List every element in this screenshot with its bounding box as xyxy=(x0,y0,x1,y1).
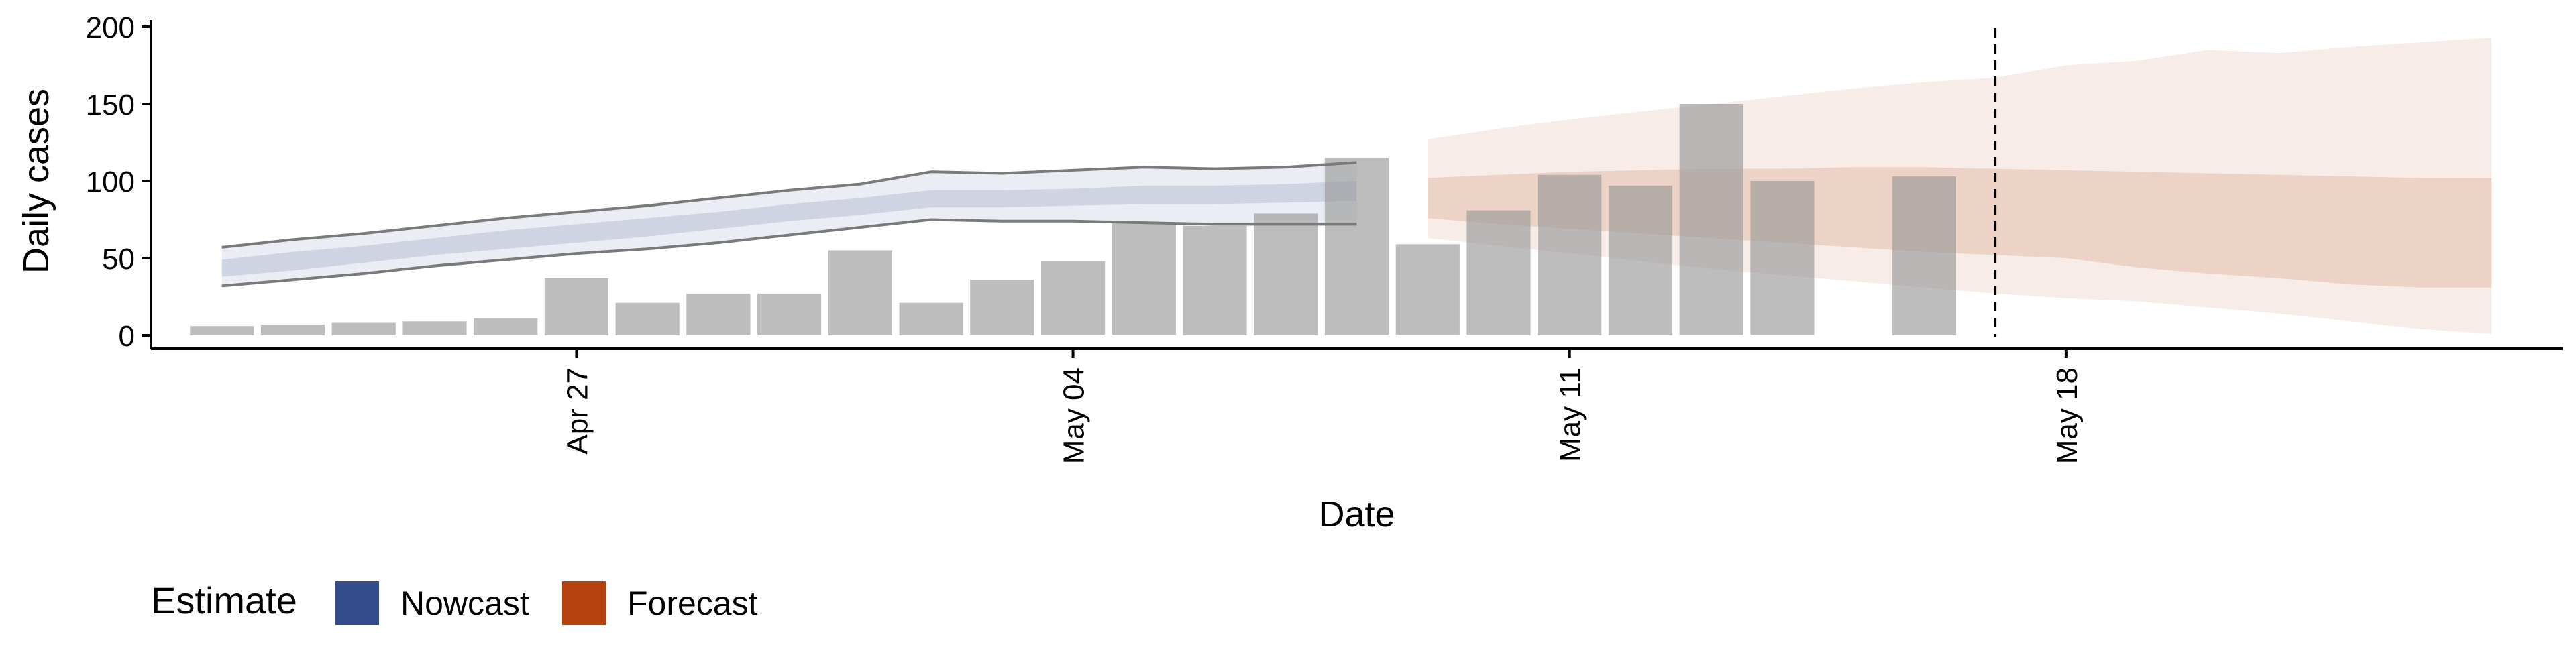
case-bar xyxy=(1183,225,1247,335)
legend-swatch-forecast xyxy=(562,581,606,625)
x-axis-title: Date xyxy=(1318,494,1395,534)
case-bar xyxy=(1324,158,1389,335)
case-bar xyxy=(1538,174,1602,335)
legend-label-nowcast: Nowcast xyxy=(400,585,529,622)
y-tick-label: 150 xyxy=(86,89,135,121)
case-bar xyxy=(1041,261,1106,335)
y-tick-label: 100 xyxy=(86,166,135,198)
case-bar xyxy=(1112,223,1176,335)
case-bar xyxy=(402,321,467,335)
x-tick-label: Apr 27 xyxy=(561,367,594,455)
case-bar xyxy=(1254,213,1318,335)
y-tick-label: 200 xyxy=(86,11,135,44)
y-tick-label: 50 xyxy=(102,243,135,276)
case-bar xyxy=(828,250,892,335)
case-bar xyxy=(899,302,963,335)
legend: Estimate Nowcast Forecast xyxy=(151,579,758,625)
case-bar xyxy=(1892,176,1956,335)
nowcast-lower-line xyxy=(221,218,1357,288)
case-bar xyxy=(1608,185,1673,335)
bound-lines-layer xyxy=(221,161,1357,288)
nowcast-ribbon-90 xyxy=(221,162,1357,286)
case-bar xyxy=(260,324,325,335)
case-bar xyxy=(1395,244,1460,335)
case-bar xyxy=(970,280,1034,335)
case-bar xyxy=(615,302,680,335)
x-tick-label: May 04 xyxy=(1058,367,1091,464)
case-bar xyxy=(1679,104,1743,335)
case-bar xyxy=(1466,210,1531,335)
legend-title: Estimate xyxy=(151,579,297,622)
x-tick-label: May 11 xyxy=(1554,367,1587,462)
y-tick-label: 0 xyxy=(119,320,135,353)
axes-layer: 0 50 100 150 200 Apr 27 May 04 May 11 May 18 Date… xyxy=(16,11,2563,534)
case-bar xyxy=(757,293,822,335)
case-bar xyxy=(474,318,538,335)
nowcast-upper-line xyxy=(221,161,1357,249)
legend-label-forecast: Forecast xyxy=(627,585,758,622)
case-bar xyxy=(331,322,396,335)
case-bar xyxy=(686,293,751,335)
case-bar xyxy=(1750,181,1815,335)
nowcast-ribbon-50 xyxy=(221,181,1357,277)
case-bar xyxy=(544,278,608,335)
x-tick-label: May 18 xyxy=(2051,367,2084,464)
case-bar xyxy=(190,326,254,335)
legend-swatch-nowcast xyxy=(335,581,379,625)
y-axis-title: Daily cases xyxy=(16,89,56,274)
bar-layer xyxy=(190,104,1956,335)
